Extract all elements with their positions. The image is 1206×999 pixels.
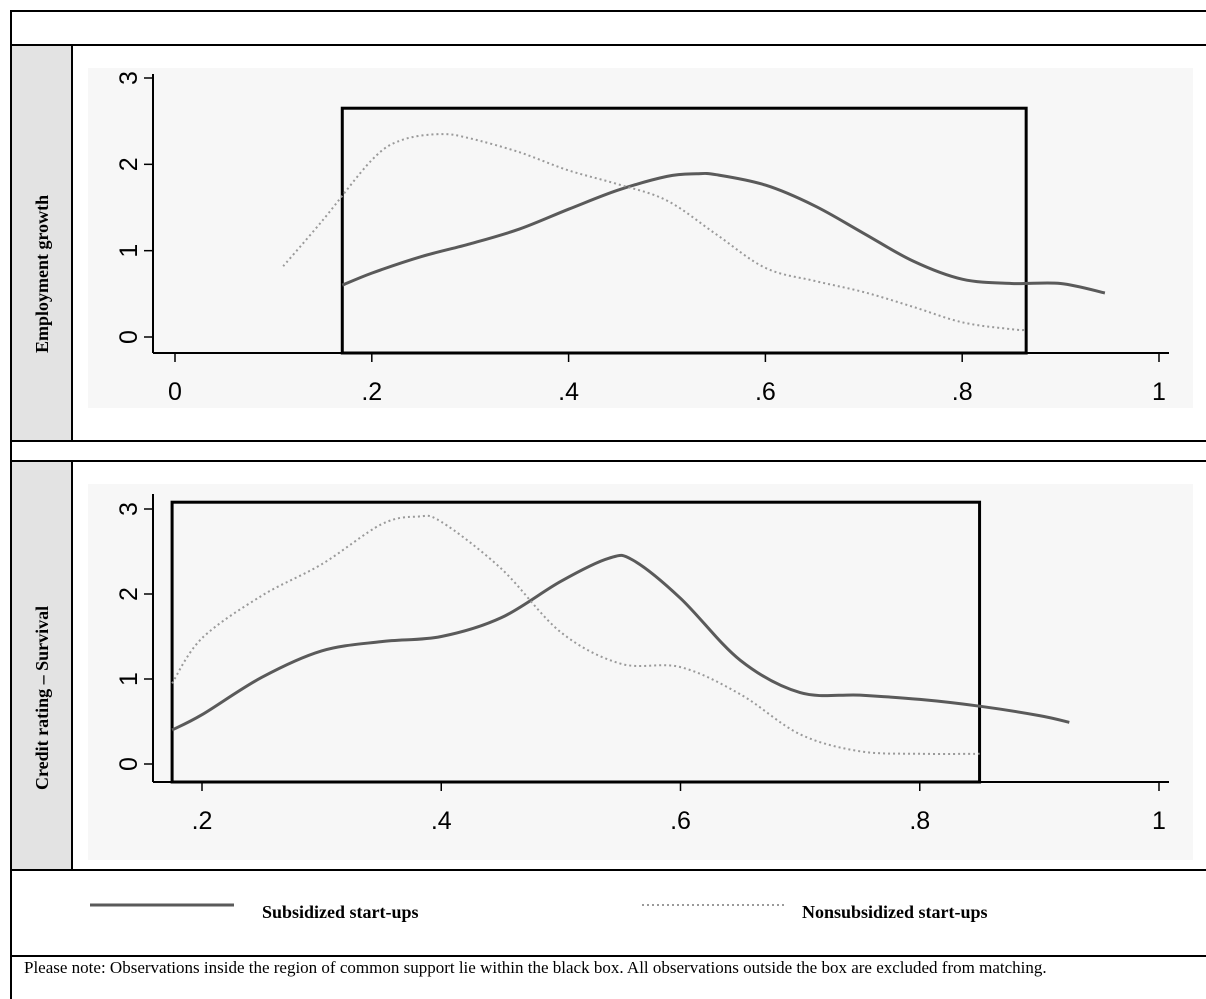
y-tick-label: 2 — [115, 157, 143, 171]
y-tick-label: 0 — [115, 757, 143, 771]
legend-label-subsidized: Subsidized start-ups — [262, 902, 419, 922]
legend-label-nonsubsidized: Nonsubsidized start-ups — [802, 902, 988, 922]
employment-growth-chart: 0 .2 .4 .6 .8 1 0 1 2 3 — [88, 68, 1193, 408]
table-rule-left — [10, 10, 12, 999]
table-rule — [12, 869, 1206, 871]
legend: Subsidized start-ups Nonsubsidized start… — [12, 871, 1206, 955]
y-tick-label: 3 — [115, 71, 143, 85]
y-tick-label: 0 — [115, 330, 143, 344]
x-tick-label: .4 — [558, 378, 579, 406]
x-tick-label: .6 — [670, 807, 691, 835]
table-rule-top — [12, 10, 1206, 12]
credit-rating-chart: .2 .4 .6 .8 1 0 1 2 3 — [88, 484, 1193, 860]
legend-solid-line-sample — [90, 903, 234, 907]
table-rule — [12, 460, 1206, 462]
table-rule — [12, 44, 1206, 46]
row-label-employment-growth: Employment growth — [32, 194, 52, 353]
y-tick-label: 1 — [115, 672, 143, 686]
series-line-subsidized — [171, 553, 1070, 732]
table-rule — [12, 955, 1206, 957]
common-support-box — [340, 106, 1028, 355]
row-label-credit-rating: Credit rating – Survival — [32, 605, 52, 790]
table-rule — [12, 440, 1206, 442]
series-line-nonsubsidized — [171, 514, 980, 755]
series-line-nonsubsidized — [282, 133, 1027, 332]
x-tick-label: .4 — [431, 807, 452, 835]
y-tick-label: 1 — [115, 244, 143, 258]
figure-note: Please note: Observations inside the reg… — [24, 958, 1047, 977]
x-tick-label: 0 — [168, 378, 182, 406]
table-rule — [71, 460, 73, 870]
series-line-subsidized — [341, 171, 1106, 295]
x-tick-label: .2 — [361, 378, 382, 406]
x-tick-label: .8 — [952, 378, 973, 406]
plot-background — [88, 484, 1193, 860]
plot-background — [88, 68, 1193, 408]
row-label-cell-2: Credit rating – Survival — [12, 462, 71, 869]
legend-dotted-line-sample — [642, 904, 786, 906]
x-tick-label: 1 — [1152, 378, 1166, 406]
common-support-box — [170, 500, 982, 784]
x-tick-label: .6 — [755, 378, 776, 406]
table-rule — [71, 44, 73, 441]
x-tick-label: .2 — [192, 807, 213, 835]
x-tick-label: 1 — [1152, 807, 1166, 835]
y-tick-label: 3 — [115, 502, 143, 516]
x-tick-label: .8 — [909, 807, 930, 835]
row-label-cell-1: Employment growth — [12, 46, 71, 440]
y-tick-label: 2 — [115, 587, 143, 601]
